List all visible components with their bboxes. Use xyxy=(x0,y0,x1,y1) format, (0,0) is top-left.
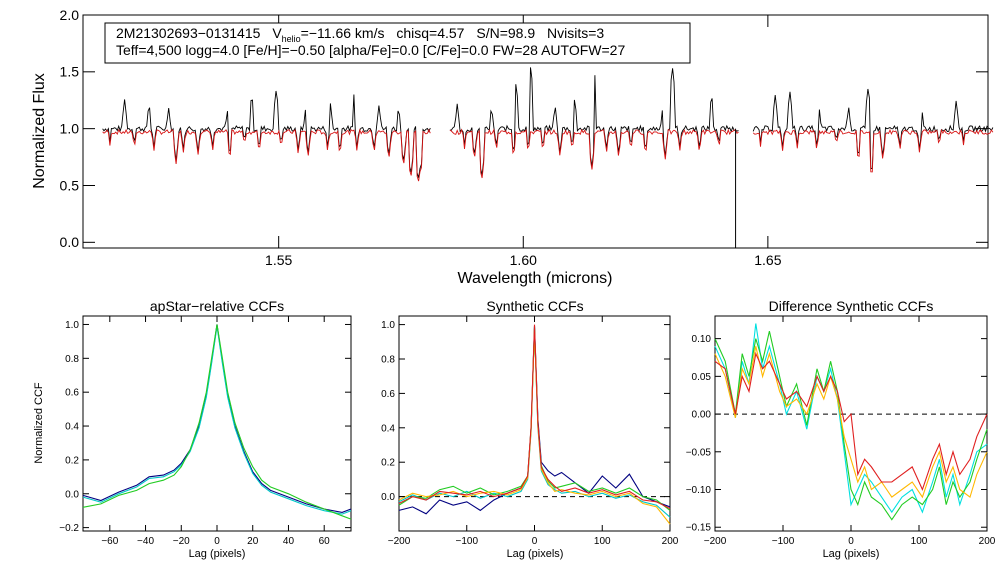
xtick-label-p1-3: 0 xyxy=(214,536,220,547)
snr: S/N=98.9 xyxy=(476,25,535,41)
annotation-frame xyxy=(104,22,691,64)
ytick-label-p3-4: 0.05 xyxy=(692,372,712,383)
vhelio-label: V xyxy=(272,25,282,41)
synthetic-ccf-panel: Synthetic CCFs −200 −100 0 100 200 0.0 0.2 0.4 0… xyxy=(381,298,679,560)
ytick-label-p0-0: 0.0 xyxy=(60,234,80,250)
observed-spectrum-chip-1 xyxy=(449,67,739,175)
xtick-label-p2-3: 100 xyxy=(594,536,611,547)
ytick-label-p1-6: 1.0 xyxy=(65,320,79,331)
spectrum-axes: 1.55 1.60 1.65 0.0 0.5 1.0 1.5 2.0 xyxy=(60,7,988,268)
xtick-label-p2-4: 200 xyxy=(662,536,679,547)
xtick-label-p1-5: 40 xyxy=(283,536,295,547)
ytick-label-p1-1: 0.0 xyxy=(65,489,79,500)
difference-ccf-title: Difference Synthetic CCFs xyxy=(769,298,934,314)
model-spectrum-chip-1 xyxy=(449,128,739,179)
ytick-label-p2-1: 0.2 xyxy=(381,458,395,469)
synthetic-ccf-axes: −200 −100 0 100 200 0.0 0.2 0.4 0.6 0.8 1.0 xyxy=(381,316,679,547)
series-p2-0 xyxy=(398,326,671,515)
xtick-label-p3-3: 100 xyxy=(911,536,928,547)
annotation-line-1: 2M21302693−0131415 Vhelio=−11.66 km/s ch… xyxy=(116,25,604,44)
ytick-label-p3-0: −0.15 xyxy=(686,523,712,534)
apstar-ccf-frame xyxy=(82,315,352,532)
star-id: 2M21302693−0131415 xyxy=(116,25,261,41)
ytick-label-p1-4: 0.6 xyxy=(65,388,79,399)
apstar-ccf-xlabel: Lag (pixels) xyxy=(189,548,246,560)
annotation-line-2: Teff=4,500 logg=4.0 [Fe/H]=−0.50 [alpha/… xyxy=(116,42,625,58)
ytick-label-p1-5: 0.8 xyxy=(65,354,79,365)
xtick-label-p3-1: −100 xyxy=(772,536,795,547)
ytick-label-p0-2: 1.0 xyxy=(60,121,80,137)
nvisits: Nvisits=3 xyxy=(547,25,604,41)
difference-ccf-panel: Difference Synthetic CCFs −200 −100 0 100 20… xyxy=(686,298,996,560)
xtick-label-p0-2: 1.65 xyxy=(754,252,781,268)
series-p2-4 xyxy=(398,324,671,510)
ytick-label-p0-4: 2.0 xyxy=(60,7,80,23)
synthetic-ccf-series xyxy=(398,324,671,525)
ytick-label-p2-4: 0.8 xyxy=(381,355,395,366)
ytick-label-p2-3: 0.6 xyxy=(381,389,395,400)
annotation-box: 2M21302693−0131415 Vhelio=−11.66 km/s ch… xyxy=(104,22,691,64)
ytick-label-p3-2: −0.05 xyxy=(686,447,712,458)
series-p2-2 xyxy=(398,327,671,511)
model-spectrum-chip-2 xyxy=(752,128,994,173)
ytick-label-p0-1: 0.5 xyxy=(60,177,80,193)
spectrum-ylabel: Normalized Flux xyxy=(31,73,48,189)
ytick-label-p1-2: 0.2 xyxy=(65,455,79,466)
xtick-label-p2-1: −100 xyxy=(455,536,478,547)
xtick-label-p1-4: 20 xyxy=(247,536,259,547)
series-p1-1 xyxy=(82,326,352,515)
ytick-label-p0-3: 1.5 xyxy=(60,64,80,80)
spectrum-frame xyxy=(82,14,989,249)
ytick-label-p3-3: 0.00 xyxy=(692,410,712,421)
vhelio-value: =−11.66 km/s xyxy=(301,25,385,41)
spectrum-xlabel: Wavelength (microns) xyxy=(457,270,612,287)
series-p3-1 xyxy=(714,330,988,521)
xtick-label-p1-1: −40 xyxy=(137,536,154,547)
ytick-label-p2-5: 1.0 xyxy=(381,320,395,331)
ytick-label-p3-5: 0.10 xyxy=(692,334,712,345)
spectrum-series xyxy=(102,67,994,248)
series-p1-0 xyxy=(82,324,352,513)
apstar-ccf-title: apStar−relative CCFs xyxy=(150,298,284,314)
synthetic-ccf-xlabel: Lag (pixels) xyxy=(507,548,564,560)
xtick-label-p0-0: 1.55 xyxy=(265,252,292,268)
apstar-ccf-panel: apStar−relative CCFs −60 −40 −20 0 20 40 60 −0.… xyxy=(33,298,352,560)
ytick-label-p2-2: 0.4 xyxy=(381,423,395,434)
series-p3-0 xyxy=(714,323,988,514)
difference-ccf-series xyxy=(714,323,988,521)
ytick-label-p1-0: −0.2 xyxy=(59,523,79,534)
ytick-label-p1-3: 0.4 xyxy=(65,422,79,433)
apstar-ccf-axes: −60 −40 −20 0 20 40 60 −0.2 0.0 0.2 0.4 0.6 0.8 1.0 xyxy=(59,316,351,547)
chisq: chisq=4.57 xyxy=(396,25,464,41)
synthetic-ccf-frame xyxy=(398,315,671,532)
series-p3-3 xyxy=(714,351,988,492)
model-spectrum-chip-0 xyxy=(102,128,431,182)
ytick-label-p2-0: 0.0 xyxy=(381,492,395,503)
xtick-label-p1-2: −20 xyxy=(173,536,190,547)
xtick-label-p3-2: 0 xyxy=(848,536,854,547)
difference-ccf-xlabel: Lag (pixels) xyxy=(823,548,880,560)
spectrum-panel: 1.55 1.60 1.65 0.0 0.5 1.0 1.5 2.0 Normalized F… xyxy=(31,7,994,287)
series-p1-2 xyxy=(82,324,352,520)
apstar-ccf-series xyxy=(82,324,352,520)
apstar-ccf-ylabel: Normalized CCF xyxy=(33,382,45,464)
xtick-label-p0-1: 1.60 xyxy=(510,252,537,268)
xtick-label-p3-4: 200 xyxy=(979,536,996,547)
observed-spectrum-chip-0 xyxy=(102,90,431,178)
xtick-label-p2-2: 0 xyxy=(532,536,538,547)
vhelio-sub: helio xyxy=(282,34,301,44)
xtick-label-p3-0: −200 xyxy=(704,536,727,547)
xtick-label-p1-6: 60 xyxy=(319,536,331,547)
ytick-label-p3-1: −0.10 xyxy=(686,485,712,496)
difference-ccf-axes: −200 −100 0 100 200 −0.15 −0.10 −0.05 0.00 0.05 0.… xyxy=(686,316,996,547)
xtick-label-p1-0: −60 xyxy=(101,536,118,547)
xtick-label-p2-0: −200 xyxy=(388,536,411,547)
synthetic-ccf-title: Synthetic CCFs xyxy=(486,298,583,314)
